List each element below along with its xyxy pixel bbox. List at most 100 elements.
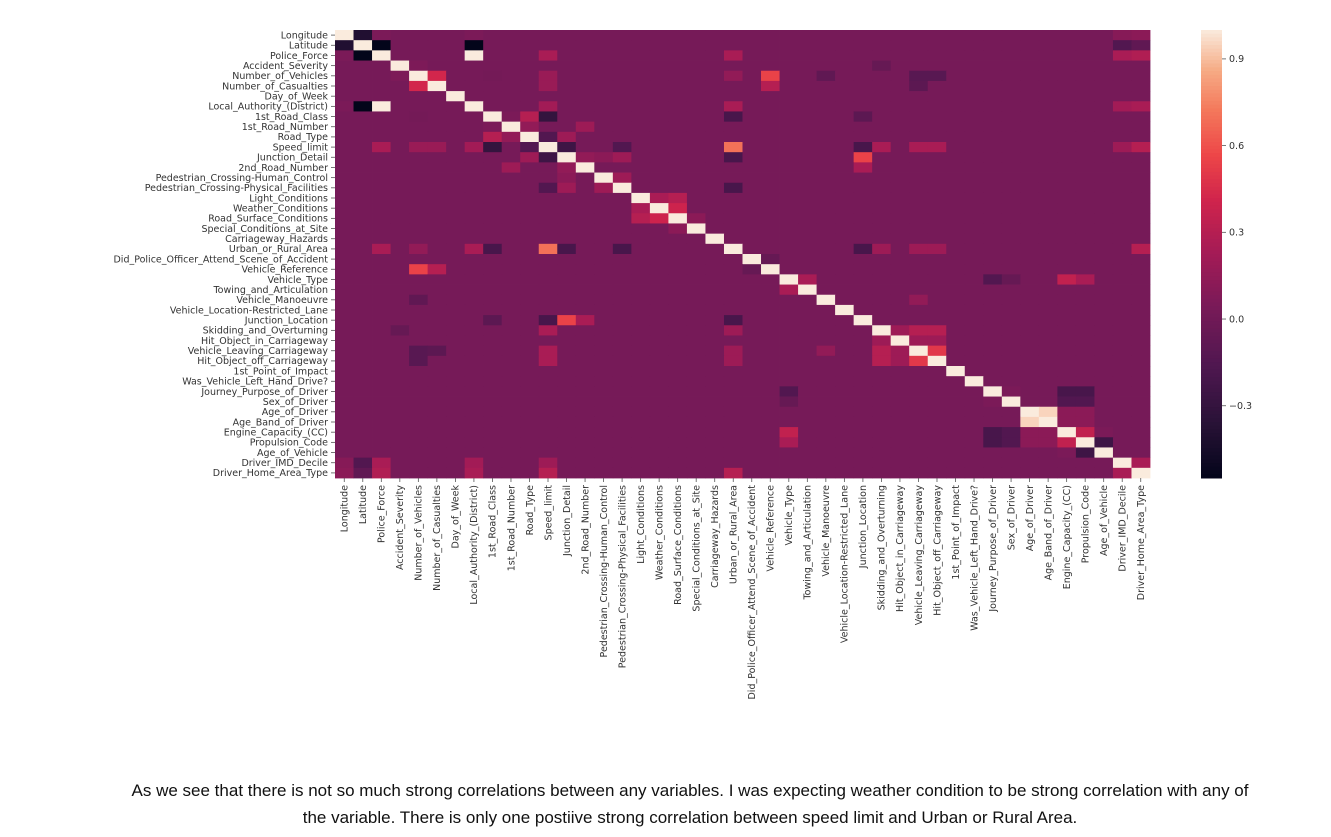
- heatmap-cell: [1094, 111, 1114, 123]
- heatmap-cell: [761, 192, 780, 204]
- heatmap-cell: [557, 264, 577, 275]
- heatmap-cell: [909, 30, 929, 41]
- heatmap-cell: [1075, 376, 1095, 387]
- heatmap-cell: [927, 192, 947, 204]
- heatmap-cell: [872, 335, 892, 347]
- heatmap-cell: [798, 416, 817, 428]
- heatmap-cell: [909, 376, 929, 387]
- heatmap-cell: [686, 60, 706, 72]
- heatmap-cell: [372, 396, 391, 408]
- heatmap-cell: [372, 304, 391, 316]
- heatmap-cell: [853, 91, 873, 102]
- heatmap-cell: [464, 243, 484, 255]
- heatmap-cell: [835, 386, 855, 397]
- heatmap-cell: [594, 345, 614, 357]
- colorbar-segment: [1201, 310, 1222, 315]
- heatmap-cell: [909, 223, 929, 235]
- heatmap-cell: [427, 467, 447, 479]
- heatmap-cell: [1131, 80, 1151, 92]
- heatmap-cell: [1075, 203, 1095, 214]
- x-tick-label: Hit_Object_in_Carriageway: [895, 485, 906, 612]
- heatmap-cell: [353, 152, 373, 163]
- heatmap-cell: [890, 182, 910, 194]
- heatmap-cell: [761, 152, 780, 163]
- heatmap-cell: [575, 325, 595, 336]
- heatmap-cell: [483, 40, 503, 51]
- heatmap-cell: [1075, 131, 1095, 143]
- heatmap-cell: [1094, 80, 1114, 92]
- heatmap-cell: [612, 254, 632, 265]
- heatmap-cell: [427, 50, 447, 61]
- heatmap-cell: [612, 315, 632, 326]
- y-tick-label: Road_Type: [278, 132, 329, 143]
- heatmap-cell: [483, 457, 503, 469]
- heatmap-cell: [723, 467, 743, 479]
- heatmap-cell: [1094, 60, 1114, 72]
- heatmap-cell: [446, 406, 466, 418]
- heatmap-cell: [946, 243, 966, 255]
- heatmap-cell: [946, 182, 966, 194]
- heatmap-cell: [705, 437, 725, 448]
- heatmap-cell: [501, 366, 521, 377]
- heatmap-cell: [779, 70, 799, 82]
- heatmap-cell: [1038, 91, 1058, 102]
- heatmap-cell: [335, 131, 354, 143]
- x-tick-label: Age_of_Driver: [1025, 485, 1036, 551]
- heatmap-cell: [1112, 355, 1132, 367]
- colorbar-segment: [1201, 373, 1222, 378]
- heatmap-cell: [335, 457, 354, 469]
- heatmap-cell: [520, 152, 540, 163]
- heatmap-cell: [557, 233, 577, 245]
- heatmap-cell: [649, 406, 669, 418]
- colorbar-segment: [1201, 328, 1222, 333]
- heatmap-cell: [501, 345, 521, 357]
- heatmap-cell: [686, 40, 706, 51]
- heatmap-cell: [946, 447, 966, 459]
- heatmap-cell: [1020, 91, 1040, 102]
- heatmap-cell: [520, 213, 540, 224]
- heatmap-cell: [816, 345, 836, 357]
- heatmap-cell: [890, 315, 910, 326]
- heatmap-cell: [946, 437, 966, 448]
- heatmap-cell: [631, 355, 651, 367]
- heatmap-cell: [594, 111, 614, 123]
- heatmap-cell: [927, 203, 947, 214]
- heatmap-cell: [909, 121, 929, 133]
- heatmap-cell: [964, 335, 984, 347]
- heatmap-cell: [631, 131, 651, 143]
- heatmap-cell: [1094, 233, 1114, 245]
- heatmap-cell: [909, 386, 929, 397]
- heatmap-cell: [742, 182, 762, 194]
- heatmap-cell: [335, 274, 354, 285]
- heatmap-cell: [612, 101, 632, 112]
- colorbar-segment: [1201, 74, 1222, 80]
- heatmap-cell: [983, 213, 1003, 224]
- heatmap-cell: [612, 70, 632, 82]
- heatmap-cell: [501, 182, 521, 194]
- heatmap-cell: [742, 30, 762, 41]
- heatmap-cell: [798, 325, 817, 336]
- heatmap-cell: [668, 233, 688, 245]
- heatmap-cell: [705, 40, 725, 51]
- heatmap-cell: [483, 203, 503, 214]
- heatmap-cell: [372, 437, 391, 448]
- heatmap-cell: [612, 121, 632, 133]
- heatmap-cell: [1057, 152, 1077, 163]
- heatmap-cell: [761, 447, 780, 459]
- colorbar-segment: [1201, 142, 1222, 147]
- heatmap-cell: [390, 70, 410, 82]
- heatmap-cell: [890, 40, 910, 51]
- heatmap-cell: [872, 447, 892, 459]
- heatmap-cell: [1057, 264, 1077, 275]
- heatmap-cell: [964, 437, 984, 448]
- heatmap-cell: [964, 192, 984, 204]
- heatmap-cell: [742, 40, 762, 51]
- heatmap-cell: [927, 91, 947, 102]
- heatmap-cell: [1094, 284, 1114, 296]
- heatmap-cell: [335, 182, 354, 194]
- colorbar-segment: [1201, 100, 1222, 106]
- heatmap-cell: [575, 294, 595, 306]
- heatmap-cell: [335, 315, 354, 326]
- heatmap-cell: [464, 121, 484, 133]
- heatmap-cell: [501, 254, 521, 265]
